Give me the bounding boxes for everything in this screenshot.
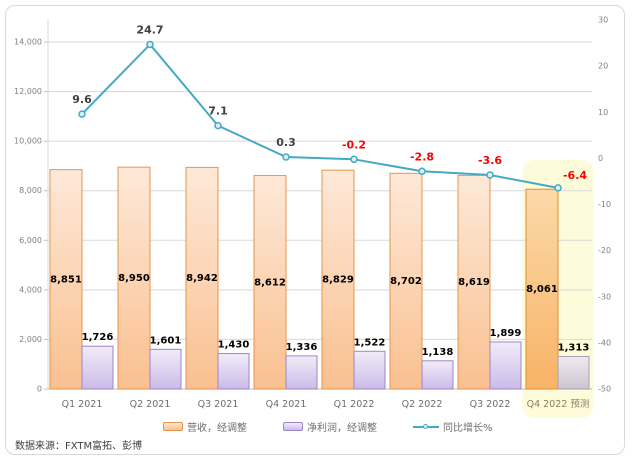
right-axis-tick-label: -30 (598, 292, 611, 301)
legend-item-net-profit: 净利润，经调整 (283, 419, 377, 434)
yoy-marker (146, 40, 154, 49)
net-profit-bar-label: 1,601 (150, 335, 182, 346)
yoy-marker (418, 167, 426, 176)
revenue-bar-label: 8,702 (390, 276, 422, 287)
legend-label-net-profit: 净利润，经调整 (307, 423, 377, 434)
revenue-bar (253, 175, 287, 390)
net-profit-bar (81, 345, 114, 390)
net-profit-bar-label: 1,430 (218, 340, 250, 351)
net-profit-bar (353, 350, 386, 390)
net-profit-bar-label: 1,899 (490, 328, 522, 339)
yoy-marker (282, 153, 290, 161)
yoy-data-label: -3.6 (478, 154, 502, 167)
yoy-data-label: 7.1 (208, 105, 228, 118)
legend-label-revenue: 营收，经调整 (187, 423, 247, 434)
right-axis-tick-label: -50 (598, 385, 611, 394)
category-label: Q1 2021 (62, 399, 103, 410)
legend-label-yoy-growth: 同比增长% (443, 423, 493, 434)
left-axis-tick-label: 10,000 (14, 137, 42, 146)
yoy-growth-line (81, 43, 559, 189)
revenue-bar (457, 174, 491, 390)
net-profit-bar (421, 360, 454, 390)
revenue-bar (525, 188, 559, 390)
revenue-bar-label: 8,950 (118, 273, 150, 284)
category-label: Q3 2022 (470, 399, 511, 410)
yoy-marker (350, 155, 358, 164)
data-source-note: 数据来源：FXTM富拓、彭博 (15, 441, 143, 452)
net-profit-bar (285, 355, 318, 390)
left-axis-tick-label: 2,000 (19, 335, 42, 344)
revenue-bar-label: 8,851 (50, 274, 82, 285)
right-axis-tick-label: 30 (598, 16, 608, 25)
chart-legend: 营收，经调整 净利润，经调整 同比增长% (163, 419, 493, 434)
legend-item-yoy-growth: 同比增长% (413, 419, 493, 434)
yoy-data-label: -2.8 (410, 150, 434, 163)
revenue-bar (117, 166, 151, 390)
revenue-bar (49, 169, 83, 390)
yoy-marker (78, 110, 86, 118)
revenue-bar-label: 8,942 (186, 273, 218, 284)
revenue-swatch-icon (163, 422, 183, 431)
left-axis-tick-label: 14,000 (14, 38, 42, 47)
right-axis-tick-label: 20 (598, 62, 608, 71)
net-profit-bar-label: 1,522 (354, 337, 386, 348)
legend-item-revenue: 营收，经调整 (163, 419, 247, 434)
category-label: Q3 2021 (198, 399, 239, 410)
category-label: Q1 2022 (334, 399, 375, 410)
revenue-bar-label: 8,829 (322, 275, 354, 286)
yoy-data-label: 24.7 (136, 23, 163, 36)
left-axis-tick-label: 12,000 (14, 87, 42, 96)
net-profit-bar (149, 348, 182, 390)
net-profit-bar (217, 353, 250, 390)
revenue-bar-label: 8,612 (254, 277, 286, 288)
yoy-marker (486, 171, 494, 179)
left-axis-tick-label: 0 (37, 385, 42, 394)
net-profit-bar (557, 355, 590, 390)
net-profit-bar-label: 1,138 (422, 347, 454, 358)
right-axis-tick-label: -10 (598, 200, 611, 209)
yoy-marker (214, 121, 222, 130)
net-profit-bar (489, 341, 522, 390)
net-profit-bar-label: 1,313 (558, 342, 590, 353)
revenue-bar (389, 172, 423, 390)
yoy-data-label: -6.4 (563, 169, 587, 182)
yoy-line-swatch-icon (413, 422, 439, 431)
left-axis-tick-label: 6,000 (19, 236, 42, 245)
right-axis-tick-label: -40 (598, 338, 611, 347)
net-profit-swatch-icon (283, 422, 303, 431)
right-axis-tick-label: 0 (598, 154, 603, 163)
yoy-data-label: -0.2 (342, 138, 366, 151)
category-label: Q2 2021 (130, 399, 171, 410)
net-profit-bar-label: 1,726 (82, 332, 114, 343)
yoy-marker (554, 184, 562, 192)
category-label: Q2 2022 (402, 399, 443, 410)
category-label: Q4 2021 (266, 399, 307, 410)
left-axis-tick-label: 8,000 (19, 186, 42, 195)
revenue-bar (321, 169, 355, 390)
right-axis-tick-label: 10 (598, 108, 608, 117)
right-axis-tick-label: -20 (598, 246, 611, 255)
revenue-bar-label: 8,619 (458, 277, 490, 288)
net-profit-bar-label: 1,336 (286, 342, 318, 353)
yoy-data-label: 0.3 (276, 136, 296, 149)
left-axis-tick-label: 4,000 (19, 285, 42, 294)
revenue-bar (185, 166, 219, 390)
category-label: Q4 2022 预测 (527, 399, 590, 410)
yoy-data-label: 9.6 (72, 93, 92, 106)
revenue-bar-label: 8,061 (526, 284, 558, 295)
